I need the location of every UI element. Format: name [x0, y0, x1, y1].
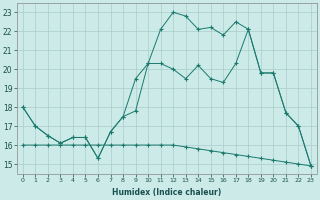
X-axis label: Humidex (Indice chaleur): Humidex (Indice chaleur): [112, 188, 221, 197]
